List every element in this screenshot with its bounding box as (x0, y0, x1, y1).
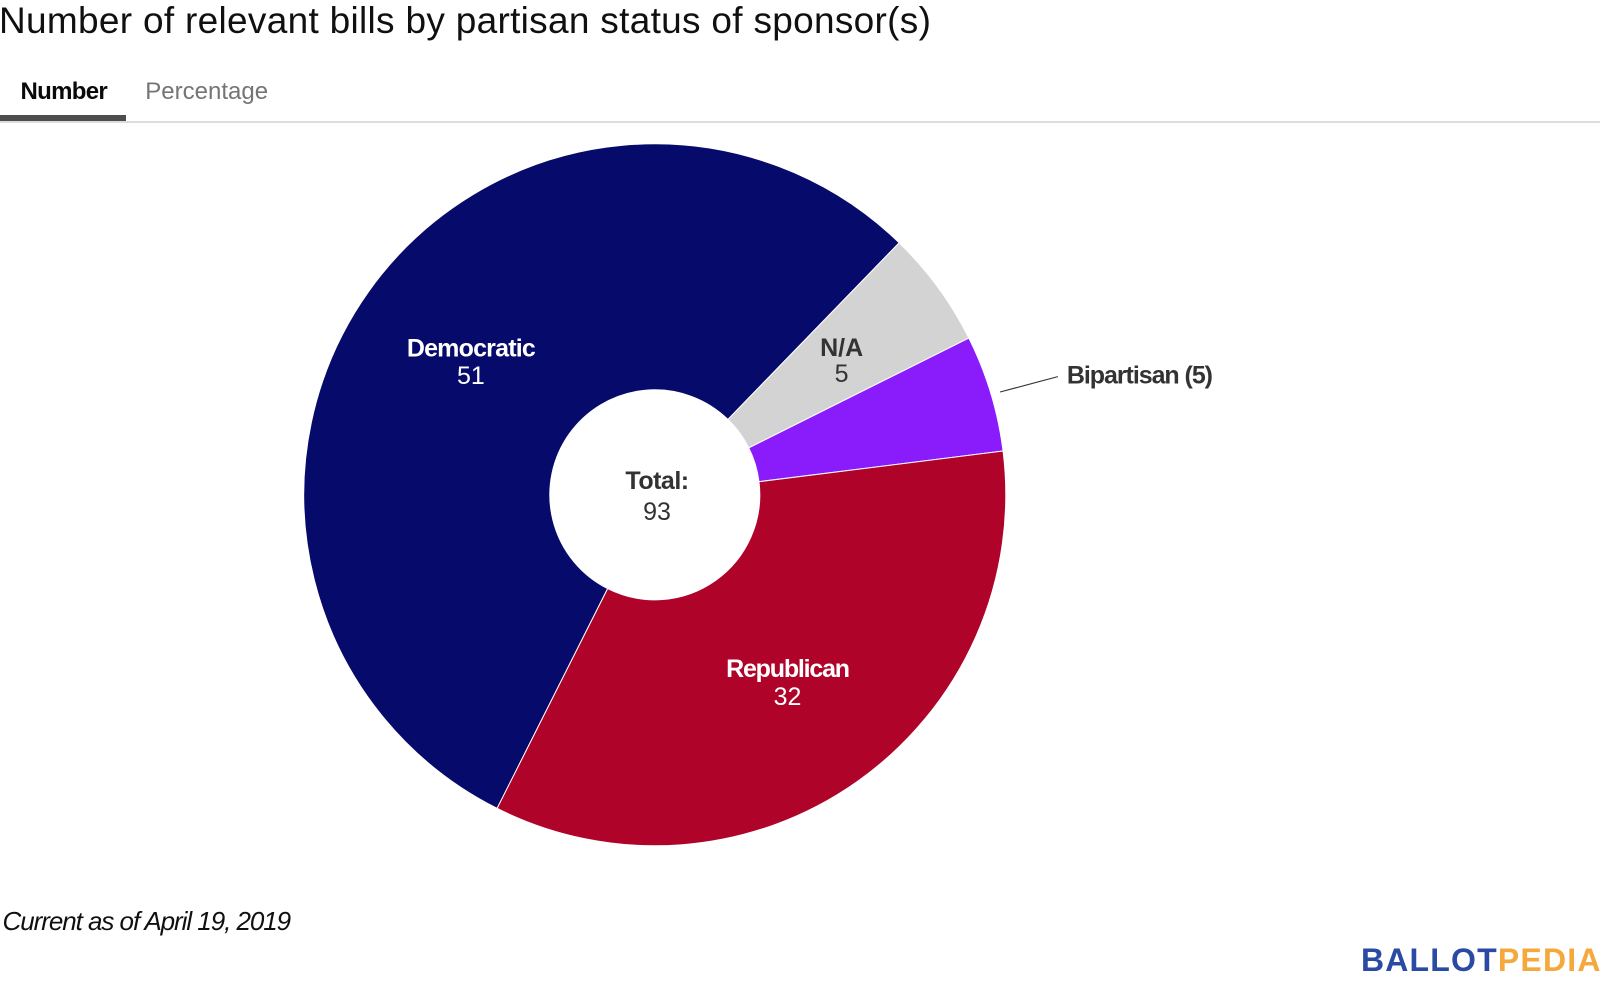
svg-text:93: 93 (643, 498, 671, 526)
svg-text:5: 5 (835, 360, 849, 388)
svg-text:Republican: Republican (726, 655, 849, 683)
svg-text:51: 51 (457, 362, 485, 390)
svg-text:N/A: N/A (820, 334, 863, 362)
svg-text:Democratic: Democratic (407, 334, 536, 362)
svg-text:Total:: Total: (625, 467, 688, 495)
svg-text:32: 32 (774, 683, 802, 711)
svg-text:Bipartisan (5): Bipartisan (5) (1067, 362, 1213, 390)
